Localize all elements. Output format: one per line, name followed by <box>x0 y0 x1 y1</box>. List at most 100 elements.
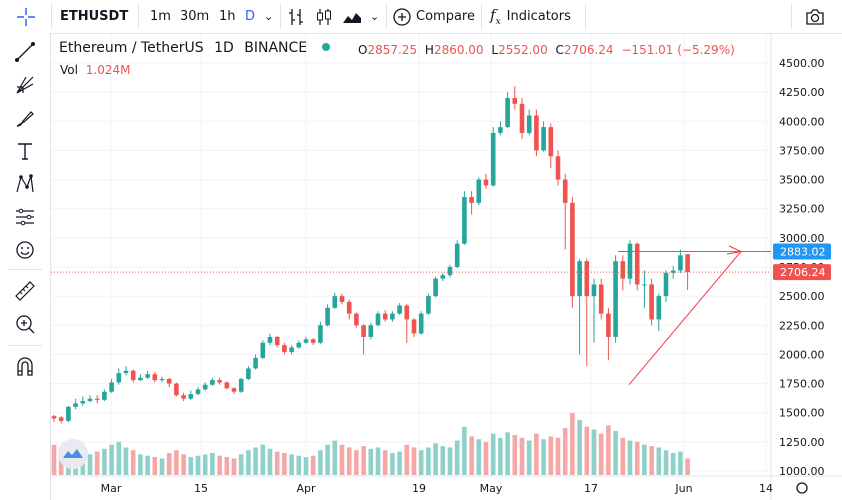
prediction-measure-icon[interactable] <box>10 203 40 231</box>
magnet-icon[interactable] <box>10 353 40 381</box>
volume-bar <box>534 433 539 475</box>
volume-bar <box>418 450 424 475</box>
volume-bar <box>123 447 129 475</box>
chart-type-dropdown-icon[interactable]: ⌄ <box>370 10 380 23</box>
candle-body <box>188 394 194 399</box>
smiley-icon[interactable] <box>10 236 40 264</box>
volume-bar <box>346 447 352 475</box>
settings-gear-icon[interactable] <box>796 482 808 494</box>
volume-bar <box>195 455 201 475</box>
volume-bar <box>685 458 690 475</box>
volume-bar <box>325 444 330 475</box>
volume-legend: Vol 1.024M <box>60 63 131 77</box>
candle-body <box>526 115 532 133</box>
time-tick-label: 19 <box>412 482 426 495</box>
interval-1h-button[interactable]: 1h <box>219 9 236 24</box>
close-value: 2706.24 <box>563 43 614 57</box>
volume-bar <box>332 440 338 475</box>
interval-d-button[interactable]: D <box>245 9 256 24</box>
volume-bar <box>606 425 611 475</box>
volume-bar <box>188 457 194 475</box>
candle-body <box>238 378 244 392</box>
volume-bar <box>145 455 150 475</box>
volume-bar <box>562 428 568 475</box>
candle-body <box>274 336 280 346</box>
volume-bar <box>231 458 237 475</box>
candle-body <box>318 325 323 343</box>
crosshair-menu-icon[interactable] <box>6 0 46 33</box>
bar-style-icon[interactable] <box>286 0 306 33</box>
interval-1m-button[interactable]: 1m <box>150 9 171 24</box>
volume-bar <box>368 448 374 475</box>
top-toolbar: ETHUSDT 1m 30m 1h D ⌄ ⌄ Compare fx Indic… <box>0 0 842 34</box>
trend-line-icon[interactable] <box>10 38 40 66</box>
candle-body <box>541 127 546 151</box>
candle-body <box>210 380 215 385</box>
price-chart[interactable]: 4500.00 4250.00 4000.00 3750.00 3500.00 3250.… <box>51 34 842 500</box>
volume-bar <box>246 450 251 475</box>
candle-body <box>109 382 114 392</box>
candle-body <box>382 313 388 320</box>
candle-body <box>397 305 402 314</box>
text-tool-icon[interactable] <box>10 137 40 165</box>
indicators-button[interactable]: fx Indicators <box>490 0 571 33</box>
candle-body <box>73 403 78 407</box>
volume-bar <box>116 441 122 475</box>
volume-bar <box>505 432 510 475</box>
market-status-dot <box>321 43 330 51</box>
candle-body <box>591 284 597 297</box>
price-tick-label: 4250.00 <box>779 86 825 99</box>
volume-bar <box>462 426 467 475</box>
compare-button[interactable]: Compare <box>392 0 475 33</box>
price-tick-label: 2500.00 <box>779 290 825 303</box>
candle-body <box>217 380 222 383</box>
price-tick-label: 3250.00 <box>779 203 825 216</box>
candle-body <box>354 313 359 326</box>
price-tick-label: 2000.00 <box>779 348 825 361</box>
price-tick-label: 3000.00 <box>779 232 825 245</box>
ruler-icon[interactable] <box>10 277 40 305</box>
candle-body <box>325 307 330 326</box>
volume-bar <box>296 455 302 475</box>
volume-bar <box>109 444 114 475</box>
candle-body <box>267 336 273 343</box>
candle-body <box>483 179 489 186</box>
volume-bar <box>584 426 590 475</box>
interval-dropdown-icon[interactable]: ⌄ <box>264 10 274 23</box>
pattern-icon[interactable] <box>10 170 40 198</box>
candle-body <box>303 339 309 343</box>
legend-interval: 1D <box>214 40 234 56</box>
volume-bar <box>627 440 633 475</box>
volume-bar <box>51 444 57 475</box>
volume-bar <box>541 439 546 475</box>
interval-30m-button[interactable]: 30m <box>180 9 210 24</box>
volume-bar <box>642 444 647 475</box>
volume-bar <box>310 455 316 475</box>
candle-body <box>66 406 71 421</box>
candle-body <box>418 313 424 334</box>
zoom-in-icon[interactable] <box>10 310 40 338</box>
volume-bar <box>267 448 273 475</box>
volume-bar <box>274 451 280 475</box>
camera-snapshot-icon[interactable] <box>804 0 826 33</box>
candle-body <box>505 97 510 128</box>
candle-body <box>58 417 64 421</box>
area-style-icon[interactable] <box>341 0 363 33</box>
volume-bar <box>152 457 158 475</box>
legend-pair: Ethereum / TetherUS <box>59 40 204 56</box>
volume-bar <box>469 436 474 475</box>
candle-body <box>87 398 93 402</box>
candle-body <box>375 313 381 326</box>
volume-bar <box>397 451 402 475</box>
candle-body <box>584 261 590 297</box>
symbol-search-button[interactable]: ETHUSDT <box>60 9 129 24</box>
time-tick-label: Mar <box>101 482 122 495</box>
candle-body <box>562 179 568 203</box>
brush-icon[interactable] <box>10 104 40 132</box>
gann-fib-icon[interactable] <box>10 71 40 99</box>
candle-body <box>476 179 482 203</box>
volume-bar <box>404 444 410 475</box>
volume-bar <box>159 458 165 475</box>
time-tick-label: May <box>480 482 503 495</box>
candle-style-icon[interactable] <box>314 0 334 33</box>
